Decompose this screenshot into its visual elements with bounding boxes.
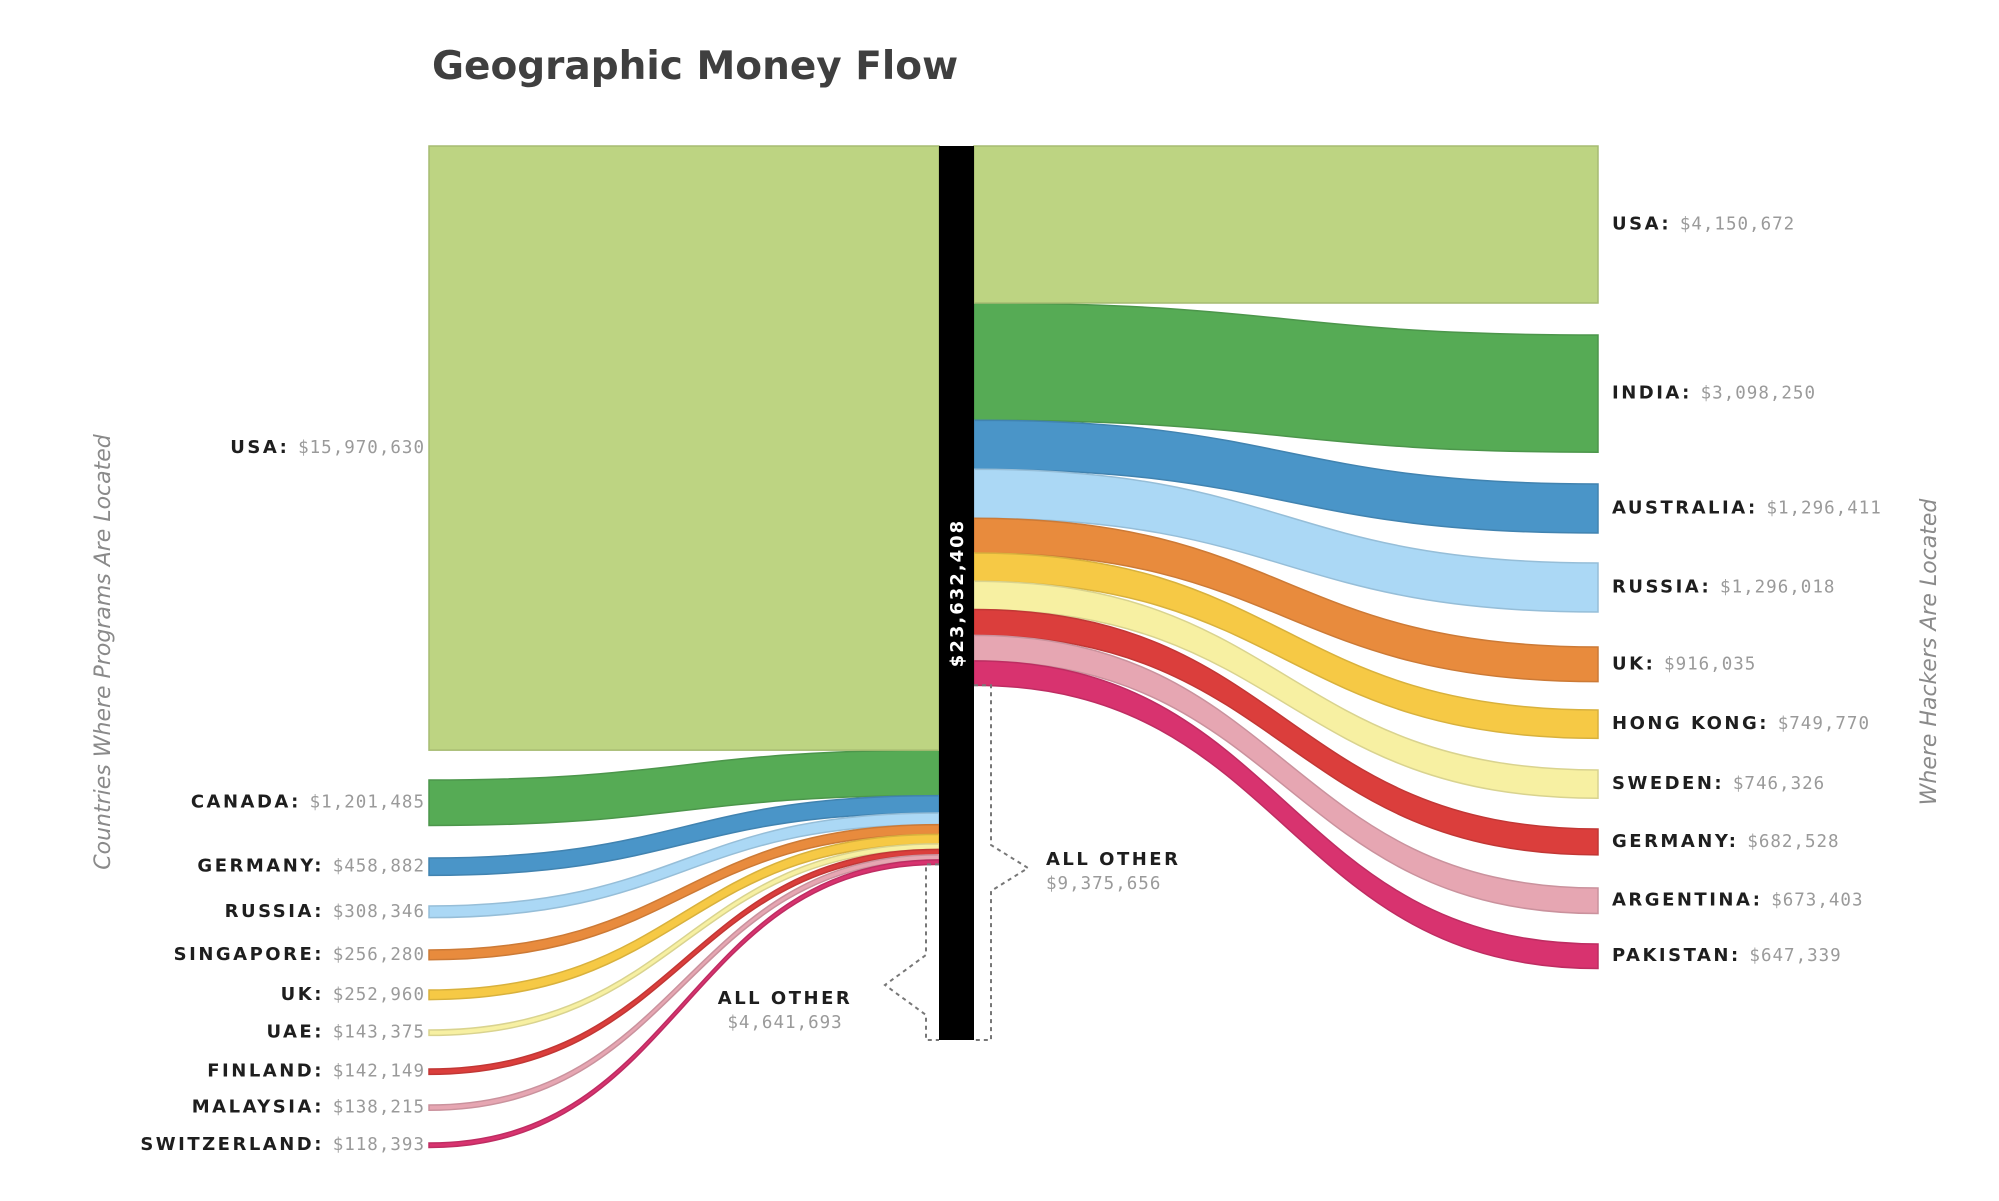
source-label-name: USA: — [230, 437, 298, 458]
source-label-canada: CANADA: $1,201,485 — [191, 792, 425, 813]
target-label-pakistan: PAKISTAN: $647,339 — [1612, 945, 1842, 966]
source-label-germany: GERMANY: $458,882 — [197, 856, 425, 877]
source-label-value: $143,375 — [333, 1023, 425, 1043]
source-label-name: UAE: — [266, 1022, 332, 1043]
target-label-name: SWEDEN: — [1612, 773, 1733, 794]
source-label-finland: FINLAND: $142,149 — [207, 1061, 425, 1082]
target-label-value: $1,296,411 — [1766, 499, 1881, 519]
source-label-value: $118,393 — [333, 1135, 425, 1155]
source-label-value: $308,346 — [333, 902, 425, 922]
target-label-value: $3,098,250 — [1701, 384, 1816, 404]
right-other-bracket — [974, 684, 1030, 1041]
target-flow-uk — [973, 517, 1599, 683]
left-other-bracket — [883, 863, 939, 1041]
left-axis-label: Countries Where Programs Are Located — [91, 433, 116, 870]
target-node-usa — [973, 145, 1599, 304]
target-label-argentina: ARGENTINA: $673,403 — [1612, 890, 1864, 911]
target-flow-sweden — [973, 580, 1599, 799]
source-label-value: $138,215 — [333, 1098, 425, 1118]
source-label-name: SWITZERLAND: — [140, 1134, 332, 1155]
target-label-name: USA: — [1612, 214, 1680, 235]
source-label-uk: UK: $252,960 — [281, 984, 425, 1005]
total-label: $23,632,408 — [947, 519, 968, 667]
target-label-name: AUSTRALIA: — [1612, 498, 1766, 519]
source-label-singapore: SINGAPORE: $256,280 — [174, 944, 425, 965]
target-flow-australia — [973, 419, 1599, 534]
target-label-india: INDIA: $3,098,250 — [1612, 383, 1816, 404]
target-label-name: ARGENTINA: — [1612, 890, 1771, 911]
source-label-value: $256,280 — [333, 945, 425, 965]
flow-links — [428, 302, 1599, 1149]
target-other-name: ALL OTHER — [1046, 849, 1180, 870]
source-label-usa: USA: $15,970,630 — [230, 437, 425, 458]
source-label-value: $15,970,630 — [298, 438, 425, 458]
source-label-name: MALAYSIA: — [192, 1097, 333, 1118]
target-label-value: $746,326 — [1733, 774, 1825, 794]
source-label-russia: RUSSIA: $308,346 — [225, 901, 425, 922]
target-flow-india — [973, 302, 1599, 453]
total-bar — [939, 146, 974, 1040]
source-label-name: FINLAND: — [207, 1061, 332, 1082]
source-label-name: RUSSIA: — [225, 901, 333, 922]
source-label-value: $142,149 — [333, 1062, 425, 1082]
source-other-value: $4,641,693 — [727, 1013, 842, 1033]
target-label-value: $673,403 — [1771, 891, 1863, 911]
target-label-value: $1,296,018 — [1720, 578, 1835, 598]
source-label-uae: UAE: $143,375 — [266, 1022, 425, 1043]
target-label-value: $749,770 — [1778, 714, 1870, 734]
source-label-name: UK: — [281, 984, 333, 1005]
target-label-name: HONG KONG: — [1612, 713, 1778, 734]
target-label-name: INDIA: — [1612, 383, 1701, 404]
target-label-usa: USA: $4,150,672 — [1612, 214, 1795, 235]
target-label-russia: RUSSIA: $1,296,018 — [1612, 577, 1835, 598]
source-label-value: $252,960 — [333, 985, 425, 1005]
source-other-name: ALL OTHER — [718, 988, 852, 1009]
target-label-name: UK: — [1612, 653, 1664, 674]
target-label-value: $4,150,672 — [1680, 215, 1795, 235]
source-flow-finland — [428, 848, 940, 1076]
target-flow-pakistan — [973, 660, 1599, 970]
source-label-switzerland: SWITZERLAND: $118,393 — [140, 1134, 425, 1155]
target-label-value: $682,528 — [1747, 832, 1839, 852]
flow-nodes — [428, 145, 1599, 751]
target-label-name: PAKISTAN: — [1612, 945, 1749, 966]
target-flow-russia — [973, 468, 1599, 613]
target-label-uk: UK: $916,035 — [1612, 653, 1756, 674]
source-label-name: GERMANY: — [197, 856, 332, 877]
target-flow-germany — [973, 608, 1599, 856]
source-node-usa — [428, 145, 940, 751]
source-label-name: CANADA: — [191, 792, 310, 813]
source-label-value: $1,201,485 — [310, 793, 425, 813]
chart-title: Geographic Money Flow — [432, 44, 958, 89]
target-label-value: $647,339 — [1749, 946, 1841, 966]
target-label-germany: GERMANY: $682,528 — [1612, 831, 1840, 852]
target-flow-hong-kong — [973, 552, 1599, 740]
source-label-malaysia: MALAYSIA: $138,215 — [192, 1097, 425, 1118]
source-label-name: SINGAPORE: — [174, 944, 333, 965]
right-axis-label: Where Hackers Are Located — [1917, 498, 1942, 806]
target-label-name: RUSSIA: — [1612, 577, 1720, 598]
target-other-value: $9,375,656 — [1046, 874, 1161, 894]
source-label-value: $458,882 — [333, 857, 425, 877]
target-label-name: GERMANY: — [1612, 831, 1747, 852]
other-brackets — [883, 684, 1030, 1041]
target-label-australia: AUSTRALIA: $1,296,411 — [1612, 498, 1882, 519]
target-flow-argentina — [973, 634, 1599, 915]
target-label-value: $916,035 — [1664, 654, 1756, 674]
node-labels: USA: $15,970,630 CANADA: $1,201,485 GERMAN… — [140, 214, 1882, 1156]
target-label-sweden: SWEDEN: $746,326 — [1612, 773, 1825, 794]
target-label-hong-kong: HONG KONG: $749,770 — [1612, 713, 1870, 734]
